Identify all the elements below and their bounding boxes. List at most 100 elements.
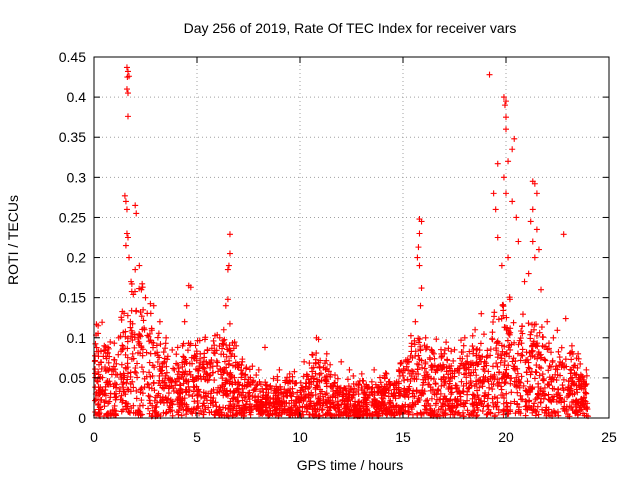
background-point bbox=[273, 401, 280, 408]
background-point bbox=[523, 387, 530, 394]
background-point bbox=[124, 354, 131, 361]
background-point bbox=[163, 369, 170, 376]
background-point bbox=[238, 392, 245, 399]
background-point bbox=[494, 339, 501, 346]
background-point bbox=[100, 353, 107, 360]
data-point bbox=[225, 262, 232, 269]
background-point bbox=[515, 408, 522, 415]
data-point bbox=[535, 246, 542, 253]
background-point bbox=[239, 385, 246, 392]
background-point bbox=[253, 382, 260, 389]
background-point bbox=[469, 359, 476, 366]
background-point bbox=[396, 372, 403, 379]
data-point bbox=[261, 344, 268, 351]
background-point bbox=[452, 408, 459, 415]
data-point bbox=[418, 218, 425, 225]
background-point bbox=[387, 409, 394, 416]
background-point bbox=[215, 368, 222, 375]
background-point bbox=[271, 410, 278, 417]
background-point bbox=[475, 352, 482, 359]
background-point bbox=[524, 378, 531, 385]
data-point bbox=[124, 113, 131, 120]
background-point bbox=[261, 401, 268, 408]
background-point bbox=[257, 398, 264, 405]
background-point bbox=[160, 409, 167, 416]
background-point bbox=[475, 406, 482, 413]
background-point bbox=[138, 385, 145, 392]
x-tick-label: 15 bbox=[395, 429, 411, 445]
background-point bbox=[501, 351, 508, 358]
background-point bbox=[180, 353, 187, 360]
background-point bbox=[467, 372, 474, 379]
background-point bbox=[127, 318, 134, 325]
background-point bbox=[129, 329, 136, 336]
background-point bbox=[425, 381, 432, 388]
background-point bbox=[199, 403, 206, 410]
background-point bbox=[482, 389, 489, 396]
background-point bbox=[270, 394, 277, 401]
background-point bbox=[446, 380, 453, 387]
background-point bbox=[401, 367, 408, 374]
background-point bbox=[99, 319, 106, 326]
background-point bbox=[214, 359, 221, 366]
background-point bbox=[309, 351, 316, 358]
background-point bbox=[455, 409, 462, 416]
background-point bbox=[150, 380, 157, 387]
background-point bbox=[537, 399, 544, 406]
background-point bbox=[327, 373, 334, 380]
background-point bbox=[136, 402, 143, 409]
background-point bbox=[373, 404, 380, 411]
background-point bbox=[216, 404, 223, 411]
data-point bbox=[233, 342, 240, 349]
background-point bbox=[468, 410, 475, 417]
background-point bbox=[133, 369, 140, 376]
background-point bbox=[98, 365, 105, 372]
background-point bbox=[263, 382, 270, 389]
background-point bbox=[121, 372, 128, 379]
background-point bbox=[533, 332, 540, 339]
background-point bbox=[454, 384, 461, 391]
data-point bbox=[500, 174, 507, 181]
background-point bbox=[263, 394, 270, 401]
background-point bbox=[566, 403, 573, 410]
data-point bbox=[531, 180, 538, 187]
background-point bbox=[531, 375, 538, 382]
background-point bbox=[415, 339, 422, 346]
background-point bbox=[469, 343, 476, 350]
background-point bbox=[125, 408, 132, 415]
data-point bbox=[527, 218, 534, 225]
background-point bbox=[175, 394, 182, 401]
background-point bbox=[92, 408, 99, 415]
background-point bbox=[178, 374, 185, 381]
background-point bbox=[474, 402, 481, 409]
background-point bbox=[143, 349, 150, 356]
background-point bbox=[94, 378, 101, 385]
background-point bbox=[505, 330, 512, 337]
background-point bbox=[473, 378, 480, 385]
background-point bbox=[465, 370, 472, 377]
background-point bbox=[299, 403, 306, 410]
data-point bbox=[498, 262, 505, 269]
background-point bbox=[118, 361, 125, 368]
background-point bbox=[138, 313, 145, 320]
background-point bbox=[306, 403, 313, 410]
background-point bbox=[518, 396, 525, 403]
background-point bbox=[423, 403, 430, 410]
background-point bbox=[530, 326, 537, 333]
background-point bbox=[296, 399, 303, 406]
background-point bbox=[317, 357, 324, 364]
background-point bbox=[429, 386, 436, 393]
background-point bbox=[310, 406, 317, 413]
background-point bbox=[335, 402, 342, 409]
data-point bbox=[568, 342, 575, 349]
background-point bbox=[412, 348, 419, 355]
background-point bbox=[535, 384, 542, 391]
background-point bbox=[439, 365, 446, 372]
background-point bbox=[128, 356, 135, 363]
background-point bbox=[196, 388, 203, 395]
background-point bbox=[162, 345, 169, 352]
background-point bbox=[481, 393, 488, 400]
background-point bbox=[95, 368, 102, 375]
y-tick-label: 0.3 bbox=[67, 169, 87, 185]
background-point bbox=[387, 400, 394, 407]
